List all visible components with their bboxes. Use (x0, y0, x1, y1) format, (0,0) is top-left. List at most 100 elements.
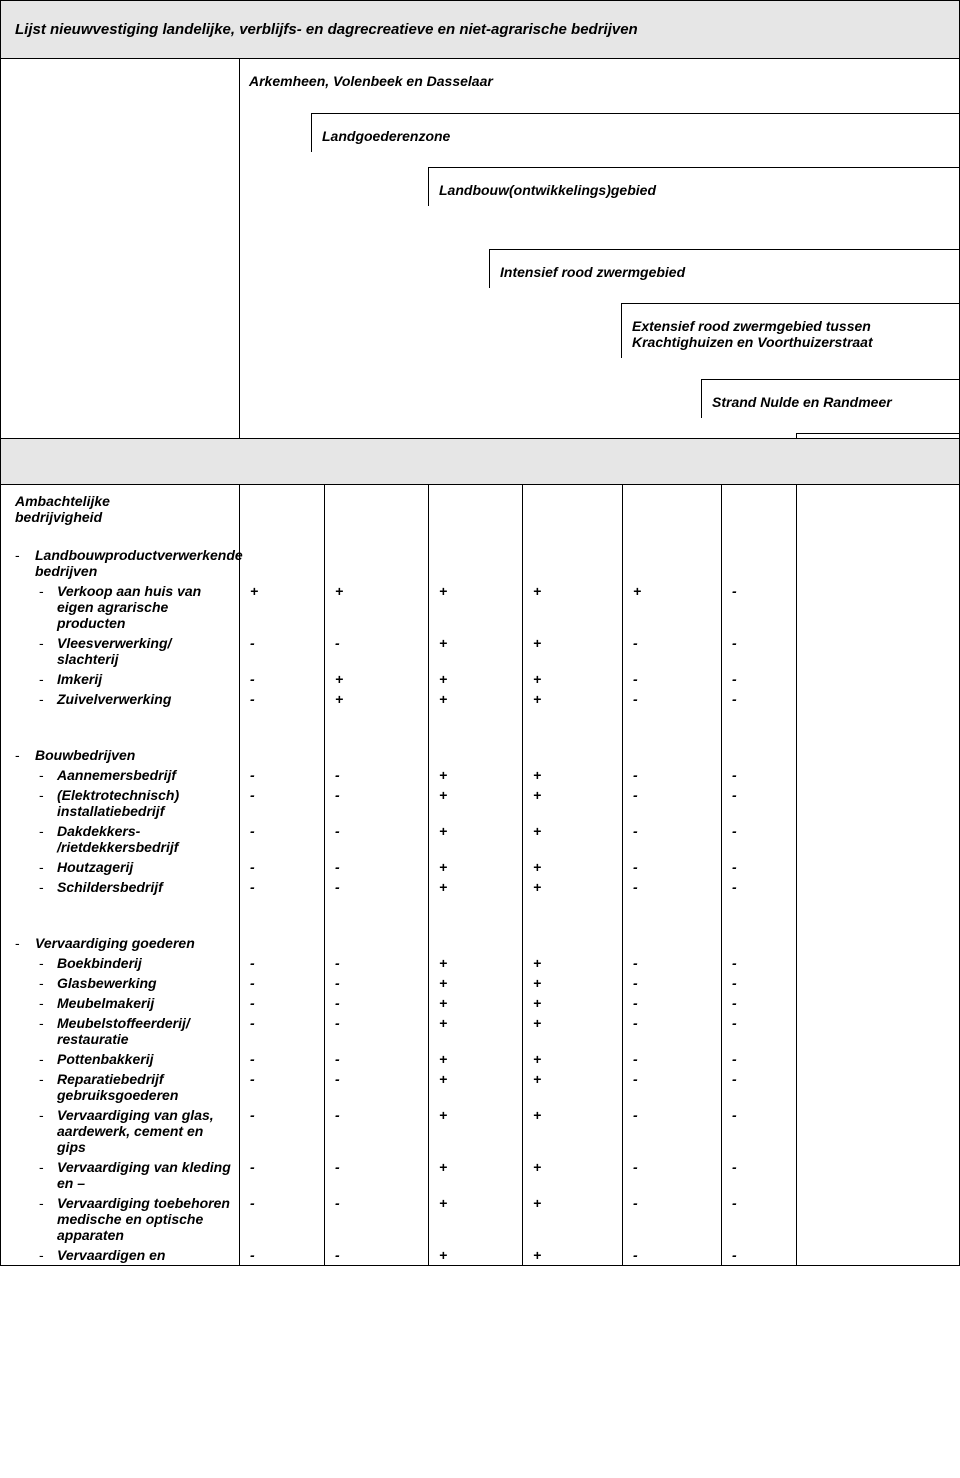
row-label: -Boekbinderij (7, 955, 234, 971)
group-header: -Bouwbedrijven (7, 747, 234, 763)
cell-value: + (523, 1105, 623, 1157)
cell-value: - (722, 973, 797, 993)
row-label: -Vervaardiging toebehoren medische en op… (7, 1195, 234, 1243)
cell-value: - (722, 1157, 797, 1193)
table-row: -Schildersbedrijf--++-- (1, 877, 960, 897)
cell-value: + (523, 993, 623, 1013)
table-row: -Aannemersbedrijf--++-- (1, 765, 960, 785)
col-divider-7 (796, 485, 797, 1265)
cell-value: + (429, 953, 523, 973)
table-row: -Dakdekkers- /rietdekkersbedrijf--++-- (1, 821, 960, 857)
cell-value: + (429, 821, 523, 857)
table-body: Ambachtelijkebedrijvigheid -Landbouwprodu… (1, 485, 959, 1265)
cell-value: - (623, 1105, 722, 1157)
cell-value: + (523, 857, 623, 877)
cell-value: + (325, 581, 429, 633)
cell-value: - (240, 857, 325, 877)
row-label: -Dakdekkers- /rietdekkersbedrijf (7, 823, 234, 855)
cell-value: - (623, 1193, 722, 1245)
table-row: -Bouwbedrijven (1, 745, 960, 765)
cell-value: + (429, 993, 523, 1013)
cell-value: + (429, 1013, 523, 1049)
col-header-5: Extensief rood zwermgebied tussen Kracht… (621, 303, 959, 358)
table-row: -Vervaardiging van glas, aardewerk, ceme… (1, 1105, 960, 1157)
cell-value: - (240, 1157, 325, 1193)
cell-value: - (623, 633, 722, 669)
table-row (1, 709, 960, 727)
document-frame: Lijst nieuwvestiging landelijke, verblij… (0, 0, 960, 1266)
table-row: -Reparatiebedrijf gebruiksgoederen--++-- (1, 1069, 960, 1105)
table-row: Ambachtelijkebedrijvigheid (1, 485, 960, 527)
cell-value: + (523, 1193, 623, 1245)
cell-value: + (523, 1245, 623, 1265)
cell-value: - (722, 877, 797, 897)
cell-value: - (325, 993, 429, 1013)
cell-value: + (523, 1157, 623, 1193)
cell-value: - (240, 1069, 325, 1105)
cell-value: + (429, 1049, 523, 1069)
col-header-4-text: Intensief rood zwermgebied (500, 264, 685, 280)
table-row: -Glasbewerking--++-- (1, 973, 960, 993)
col-header-7 (796, 433, 959, 438)
cell-value: + (429, 689, 523, 709)
cell-value: - (240, 1049, 325, 1069)
cell-value: - (722, 581, 797, 633)
table-row: -Imkerij-+++-- (1, 669, 960, 689)
cell-value: - (623, 689, 722, 709)
row-label: -Vervaardiging van kleding en – (7, 1159, 234, 1191)
cell-value: - (240, 633, 325, 669)
cell-value: - (623, 973, 722, 993)
cell-value: - (623, 1049, 722, 1069)
cell-value: - (623, 1069, 722, 1105)
cell-value: + (523, 669, 623, 689)
cell-value: + (523, 633, 623, 669)
table-row: -Vervaardigen en--++-- (1, 1245, 960, 1265)
col-header-6-text: Strand Nulde en Randmeer (712, 394, 892, 410)
row-label: -Meubelstoffeerderij/ restauratie (7, 1015, 234, 1047)
col-header-1: Arkemheen, Volenbeek en Dasselaar (239, 59, 959, 97)
cell-value: - (623, 1013, 722, 1049)
cell-value: + (523, 785, 623, 821)
cell-value: - (325, 785, 429, 821)
cell-value: + (429, 973, 523, 993)
cell-value: - (325, 857, 429, 877)
table-row: -Pottenbakkerij--++-- (1, 1049, 960, 1069)
row-label: -(Elektrotechnisch) installatiebedrijf (7, 787, 234, 819)
col-header-2: Landgoederenzone (311, 113, 959, 152)
table-row (1, 727, 960, 745)
cell-value: - (325, 633, 429, 669)
cell-value: - (325, 765, 429, 785)
cell-value: - (623, 857, 722, 877)
cell-value: - (325, 1049, 429, 1069)
cell-value: - (722, 857, 797, 877)
cell-value: + (523, 765, 623, 785)
cell-value: + (429, 1157, 523, 1193)
table-row (1, 915, 960, 933)
table-row: -Vervaardiging toebehoren medische en op… (1, 1193, 960, 1245)
cell-value: - (722, 785, 797, 821)
cell-value: + (240, 581, 325, 633)
table-row: -Meubelstoffeerderij/ restauratie--++-- (1, 1013, 960, 1049)
cell-value: + (523, 953, 623, 973)
cell-value: - (623, 953, 722, 973)
cell-value: + (523, 821, 623, 857)
cell-value: + (429, 1069, 523, 1105)
cell-value: - (240, 1013, 325, 1049)
group-header: -Landbouwproductverwerkende bedrijven (7, 547, 234, 579)
cell-value: - (325, 1105, 429, 1157)
cell-value: - (240, 765, 325, 785)
cell-value: - (325, 973, 429, 993)
cell-value: - (722, 993, 797, 1013)
cell-value: - (623, 1245, 722, 1265)
cell-value: - (722, 689, 797, 709)
cell-value: - (240, 1193, 325, 1245)
cell-value: + (523, 1049, 623, 1069)
cell-value: + (429, 785, 523, 821)
cell-value: - (240, 1105, 325, 1157)
row-label: -Imkerij (7, 671, 234, 687)
cell-value: - (623, 785, 722, 821)
row-label: -Glasbewerking (7, 975, 234, 991)
cell-value: - (722, 1049, 797, 1069)
cell-value: + (429, 857, 523, 877)
cell-value: - (722, 1193, 797, 1245)
